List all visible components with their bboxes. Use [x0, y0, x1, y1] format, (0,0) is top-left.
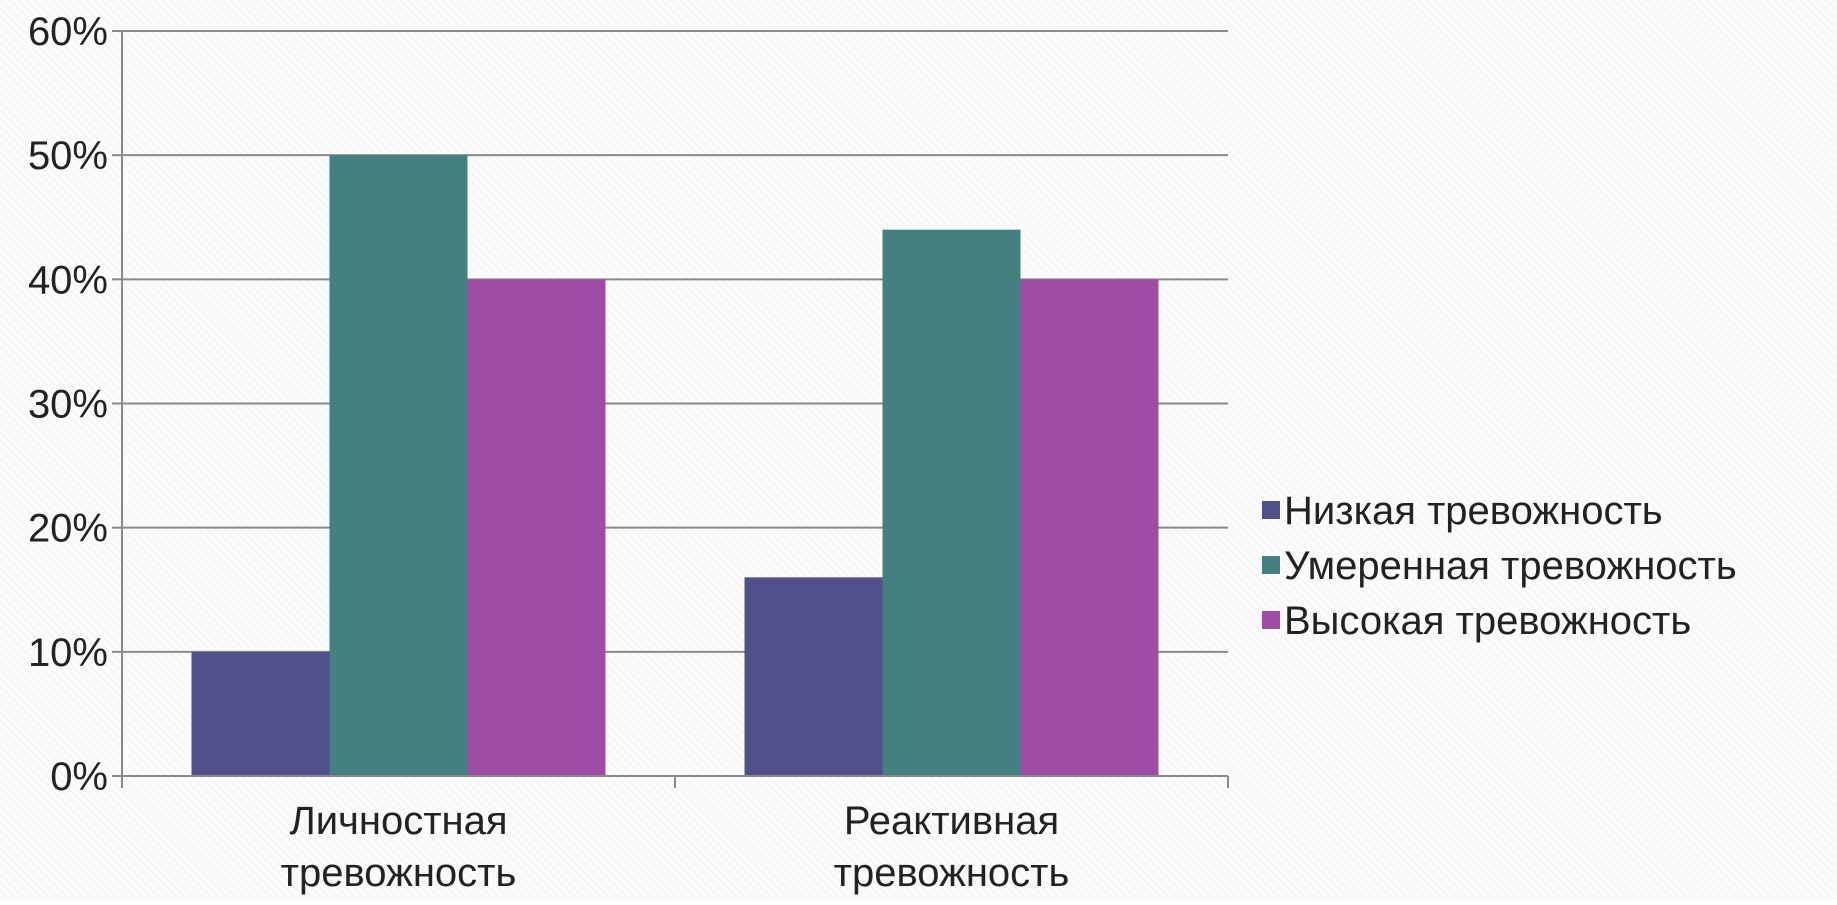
y-tick-label: 0% — [50, 755, 108, 799]
legend-label: Высокая тревожность — [1284, 599, 1691, 643]
legend-swatch — [1262, 501, 1280, 519]
y-tick-label: 10% — [28, 631, 108, 675]
bar — [882, 229, 1021, 776]
y-axis-ticks: 0% 10% 20% 30% 40% 50% 60% — [28, 10, 108, 799]
x-category-label: тревожность — [834, 851, 1070, 895]
bar — [467, 279, 606, 776]
x-category-label: Реактивная — [844, 799, 1059, 843]
legend-swatch — [1262, 556, 1280, 574]
x-category-label: Личностная — [289, 799, 507, 843]
x-category-label: тревожность — [281, 851, 517, 895]
bar — [1020, 279, 1159, 776]
y-tick-label: 60% — [28, 10, 108, 54]
y-tick-label: 50% — [28, 134, 108, 178]
x-axis-categories: Личностная тревожность Реактивная тревожнос… — [281, 799, 1070, 895]
legend: Низкая тревожность Умеренная тревожность В… — [1262, 489, 1737, 643]
legend-label: Умеренная тревожность — [1284, 544, 1737, 588]
y-tick-label: 30% — [28, 383, 108, 427]
y-tick-label: 20% — [28, 507, 108, 551]
bar — [191, 651, 330, 776]
bars — [191, 155, 1159, 776]
y-tick-label: 40% — [28, 258, 108, 302]
legend-swatch — [1262, 611, 1280, 629]
bar — [329, 155, 468, 776]
bar — [744, 577, 883, 776]
axes — [112, 30, 1229, 788]
legend-label: Низкая тревожность — [1284, 489, 1663, 533]
